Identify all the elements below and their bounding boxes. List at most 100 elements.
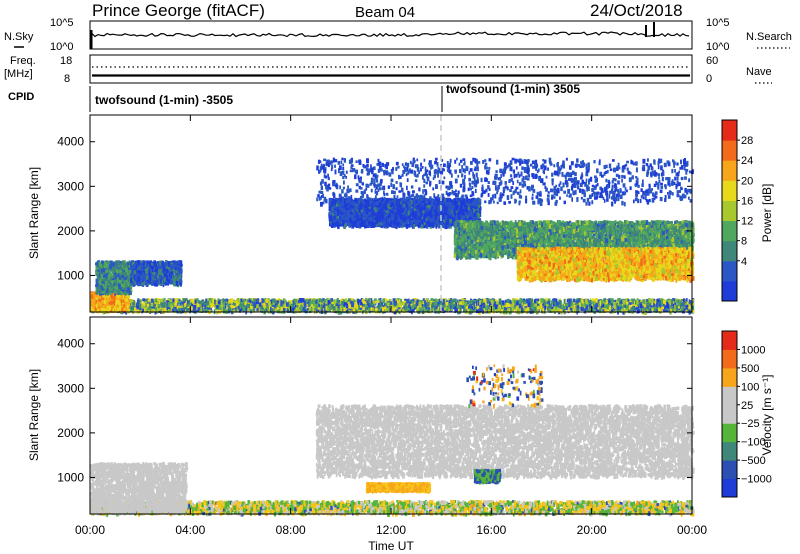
power-cell <box>314 304 317 310</box>
power-cell <box>630 307 633 312</box>
power-cell <box>292 301 295 306</box>
power-cell <box>264 306 268 311</box>
power-cell <box>349 299 352 303</box>
power-cell <box>292 298 295 302</box>
power-cell <box>186 300 190 304</box>
power-cell <box>294 303 298 308</box>
power-cell <box>662 299 666 304</box>
power-cell <box>284 308 288 313</box>
power-cell <box>146 303 150 307</box>
power-cell <box>486 305 489 309</box>
power-cell <box>206 300 210 306</box>
power-cell <box>367 298 370 304</box>
power-cell <box>608 298 611 302</box>
power-cell <box>91 308 94 312</box>
power-cell <box>414 304 418 310</box>
power-cell <box>554 298 558 303</box>
power-cell <box>543 301 547 307</box>
power-cell <box>253 301 256 306</box>
power-cell <box>117 300 120 304</box>
power-cell <box>643 301 646 305</box>
power-cell <box>199 303 202 308</box>
power-cell <box>343 307 346 313</box>
power-cell <box>155 304 158 308</box>
power-cell <box>197 303 200 308</box>
power-cell <box>361 298 364 303</box>
power-cell <box>574 302 577 307</box>
power-cell <box>362 306 365 310</box>
power-cell <box>482 298 485 303</box>
power-cell <box>427 301 430 307</box>
power-cell <box>182 307 186 310</box>
power-cell <box>590 299 593 304</box>
power-cell <box>494 299 497 302</box>
power-cell <box>459 301 462 305</box>
power-data-layer <box>90 157 695 315</box>
power-cell <box>581 299 584 304</box>
power-cell <box>154 298 158 303</box>
power-cell <box>651 298 654 303</box>
power-cell <box>580 307 583 311</box>
power-cell <box>271 299 275 303</box>
power-cell <box>452 301 456 305</box>
power-cell <box>132 302 136 306</box>
power-cell <box>435 306 438 310</box>
power-cell <box>585 300 589 304</box>
power-cell <box>263 298 265 304</box>
nsky-left-tick-top: 10^5 <box>50 17 74 29</box>
power-cell <box>573 308 577 314</box>
power-cell <box>622 303 626 308</box>
power-cell <box>509 306 512 310</box>
power-cell <box>610 309 613 312</box>
power-cell <box>659 300 662 306</box>
power-cell <box>233 304 237 309</box>
power-cell <box>469 304 472 309</box>
power-cell <box>518 303 522 309</box>
power-cell <box>417 307 420 311</box>
power-cell <box>379 302 382 307</box>
power-cell <box>361 299 365 305</box>
power-cell <box>478 298 481 302</box>
power-cell <box>536 308 539 314</box>
power-cell <box>688 304 691 310</box>
power-cell <box>327 305 331 309</box>
power-cell <box>422 306 425 310</box>
power-cell <box>626 299 630 302</box>
power-cell <box>628 304 632 310</box>
power-cell <box>613 308 616 311</box>
power-cell <box>492 306 495 311</box>
power-cell <box>672 303 675 308</box>
power-cell <box>413 301 416 306</box>
power-cell <box>572 307 575 311</box>
power-cell <box>541 308 544 314</box>
power-cell <box>552 307 555 312</box>
power-cell <box>185 309 188 313</box>
power-cell <box>433 306 436 311</box>
power-cell <box>112 308 115 312</box>
power-cell <box>541 299 544 303</box>
power-cell <box>271 308 274 314</box>
power-cell <box>440 307 444 312</box>
power-cell <box>308 307 312 311</box>
power-cell <box>671 299 673 304</box>
power-cell <box>474 306 477 309</box>
power-cell <box>242 298 246 303</box>
power-cell <box>684 305 687 311</box>
power-cell <box>116 305 119 309</box>
power-cell <box>297 299 300 304</box>
power-cell <box>652 302 655 308</box>
power-cell <box>327 300 331 304</box>
power-cell <box>561 305 564 309</box>
power-cell <box>492 300 496 304</box>
power-cell <box>609 308 613 313</box>
power-cell <box>497 306 501 310</box>
power-cell <box>212 299 215 304</box>
power-cell <box>637 299 641 303</box>
power-cell <box>543 306 546 311</box>
power-cell <box>334 301 337 304</box>
power-cell <box>137 298 140 304</box>
power-cell <box>174 306 177 311</box>
power-cell <box>422 298 426 302</box>
power-cell <box>686 305 689 311</box>
